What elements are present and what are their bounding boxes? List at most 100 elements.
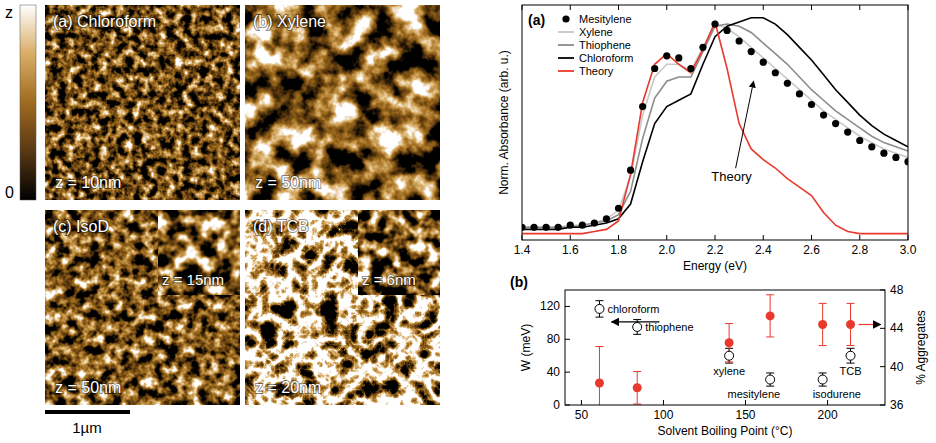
series-line (522, 18, 908, 230)
error-bar-cap (766, 336, 774, 337)
legend-swatch (558, 70, 574, 72)
series-point (555, 224, 562, 231)
panel-letter: (a) (528, 12, 545, 28)
z-label: z = 10nm (55, 174, 121, 191)
x-tick-label: 1.4 (514, 243, 531, 257)
x-tick-label: 2.0 (658, 243, 675, 257)
series-point (615, 205, 622, 212)
x-tick-label: 1.6 (562, 243, 579, 257)
error-bar (633, 371, 641, 404)
afm-image (45, 5, 240, 200)
error-bar-cap (766, 386, 774, 387)
x-tick-label: 1.8 (610, 243, 627, 257)
colorbar (20, 5, 36, 200)
point-label: mesitylene (728, 388, 781, 400)
series-point (832, 120, 839, 127)
series-point (603, 215, 610, 222)
x-tick-label: 150 (735, 408, 755, 422)
x-axis-title: Energy (eV) (683, 259, 747, 273)
x-tick (663, 400, 664, 405)
chart-a: 1.41.61.82.02.22.42.62.83.0Energy (eV)No… (497, 5, 917, 273)
error-bar-cap (847, 363, 855, 364)
x-tick-top (859, 5, 860, 10)
afm-panel: z = 15nm(c) IsoDz = 50nm (45, 210, 240, 405)
error-bar-cap (595, 300, 603, 301)
panel-label: (d) TCB (253, 218, 309, 235)
afm-image (245, 210, 440, 405)
point-label: isodurene (813, 388, 861, 400)
annotation-arrow (736, 81, 754, 168)
series-point (736, 37, 743, 44)
y-tick (565, 372, 570, 373)
error-bar-cap (725, 363, 733, 364)
error-bar (819, 303, 827, 345)
x-tick-label: 2.2 (707, 243, 724, 257)
y2-tick-label: 36 (890, 398, 904, 412)
x-tick-label: 200 (818, 408, 838, 422)
series-point (892, 154, 899, 161)
error-bar (595, 301, 603, 317)
point-label: TCB (840, 365, 862, 377)
error-bar-cap (633, 319, 641, 320)
series-point (639, 103, 646, 110)
error-bar-cap (847, 303, 855, 304)
series-point (846, 351, 855, 360)
x-tick (666, 235, 667, 240)
series-point (784, 80, 791, 87)
x-tick (618, 235, 619, 240)
series-point (522, 224, 526, 231)
error-bar-cap (633, 404, 641, 405)
z-label: z = 50nm (55, 379, 121, 396)
series-point (591, 219, 598, 226)
scale-bar (45, 410, 130, 414)
series-line (522, 24, 908, 227)
x-tick-top (570, 5, 571, 10)
error-bar-cap (725, 361, 733, 362)
series-point (687, 65, 694, 72)
series-line (522, 22, 908, 234)
point-label: xylene (713, 365, 745, 377)
series-point (723, 27, 730, 34)
error-bar (847, 348, 855, 363)
series-point (633, 383, 642, 392)
y-tick-label: 80 (547, 332, 561, 346)
scale-bar-label: 1µm (72, 419, 101, 436)
axis-arrow (859, 324, 881, 325)
series-point (818, 320, 827, 329)
panel-letter: (b) (510, 274, 528, 290)
legend-label: Xylene (579, 26, 613, 38)
error-bar-cap (819, 345, 827, 346)
afm-inset (158, 210, 240, 295)
x-tick-label: 3.0 (900, 243, 917, 257)
series-point (818, 375, 827, 384)
series-point (904, 158, 908, 165)
error-bar-cap (847, 345, 855, 346)
error-bar (595, 347, 603, 405)
error-bar-cap (766, 294, 774, 295)
x-tick (811, 235, 812, 240)
figure: z0(a) Chloroformz = 10nm(b) Xylenez = 50… (0, 0, 936, 443)
series-point (595, 378, 604, 387)
series-point (675, 54, 682, 61)
series-point (796, 90, 803, 97)
legend-label: Chloroform (579, 52, 633, 64)
legend-label: Theory (579, 65, 614, 77)
x-tick-top (715, 5, 716, 10)
x-tick (827, 400, 828, 405)
series-point (880, 150, 887, 157)
series-point (567, 222, 574, 229)
legend-swatch (558, 31, 574, 33)
x-axis-title: Solvent Boiling Point (°C) (658, 424, 793, 438)
x-tick-label: 50 (575, 408, 589, 422)
error-bar-cap (847, 348, 855, 349)
inset-z-label: z = 6nm (362, 271, 416, 288)
series-point (711, 20, 718, 27)
series-point (748, 48, 755, 55)
x-tick (859, 235, 860, 240)
chart-b: 501001502000408012036404448Solvent Boili… (510, 274, 928, 438)
z-label: z = 20nm (255, 379, 321, 396)
error-bar-cap (633, 334, 641, 335)
x-tick (763, 235, 764, 240)
series-point (725, 338, 734, 347)
error-bar-cap (633, 371, 641, 372)
